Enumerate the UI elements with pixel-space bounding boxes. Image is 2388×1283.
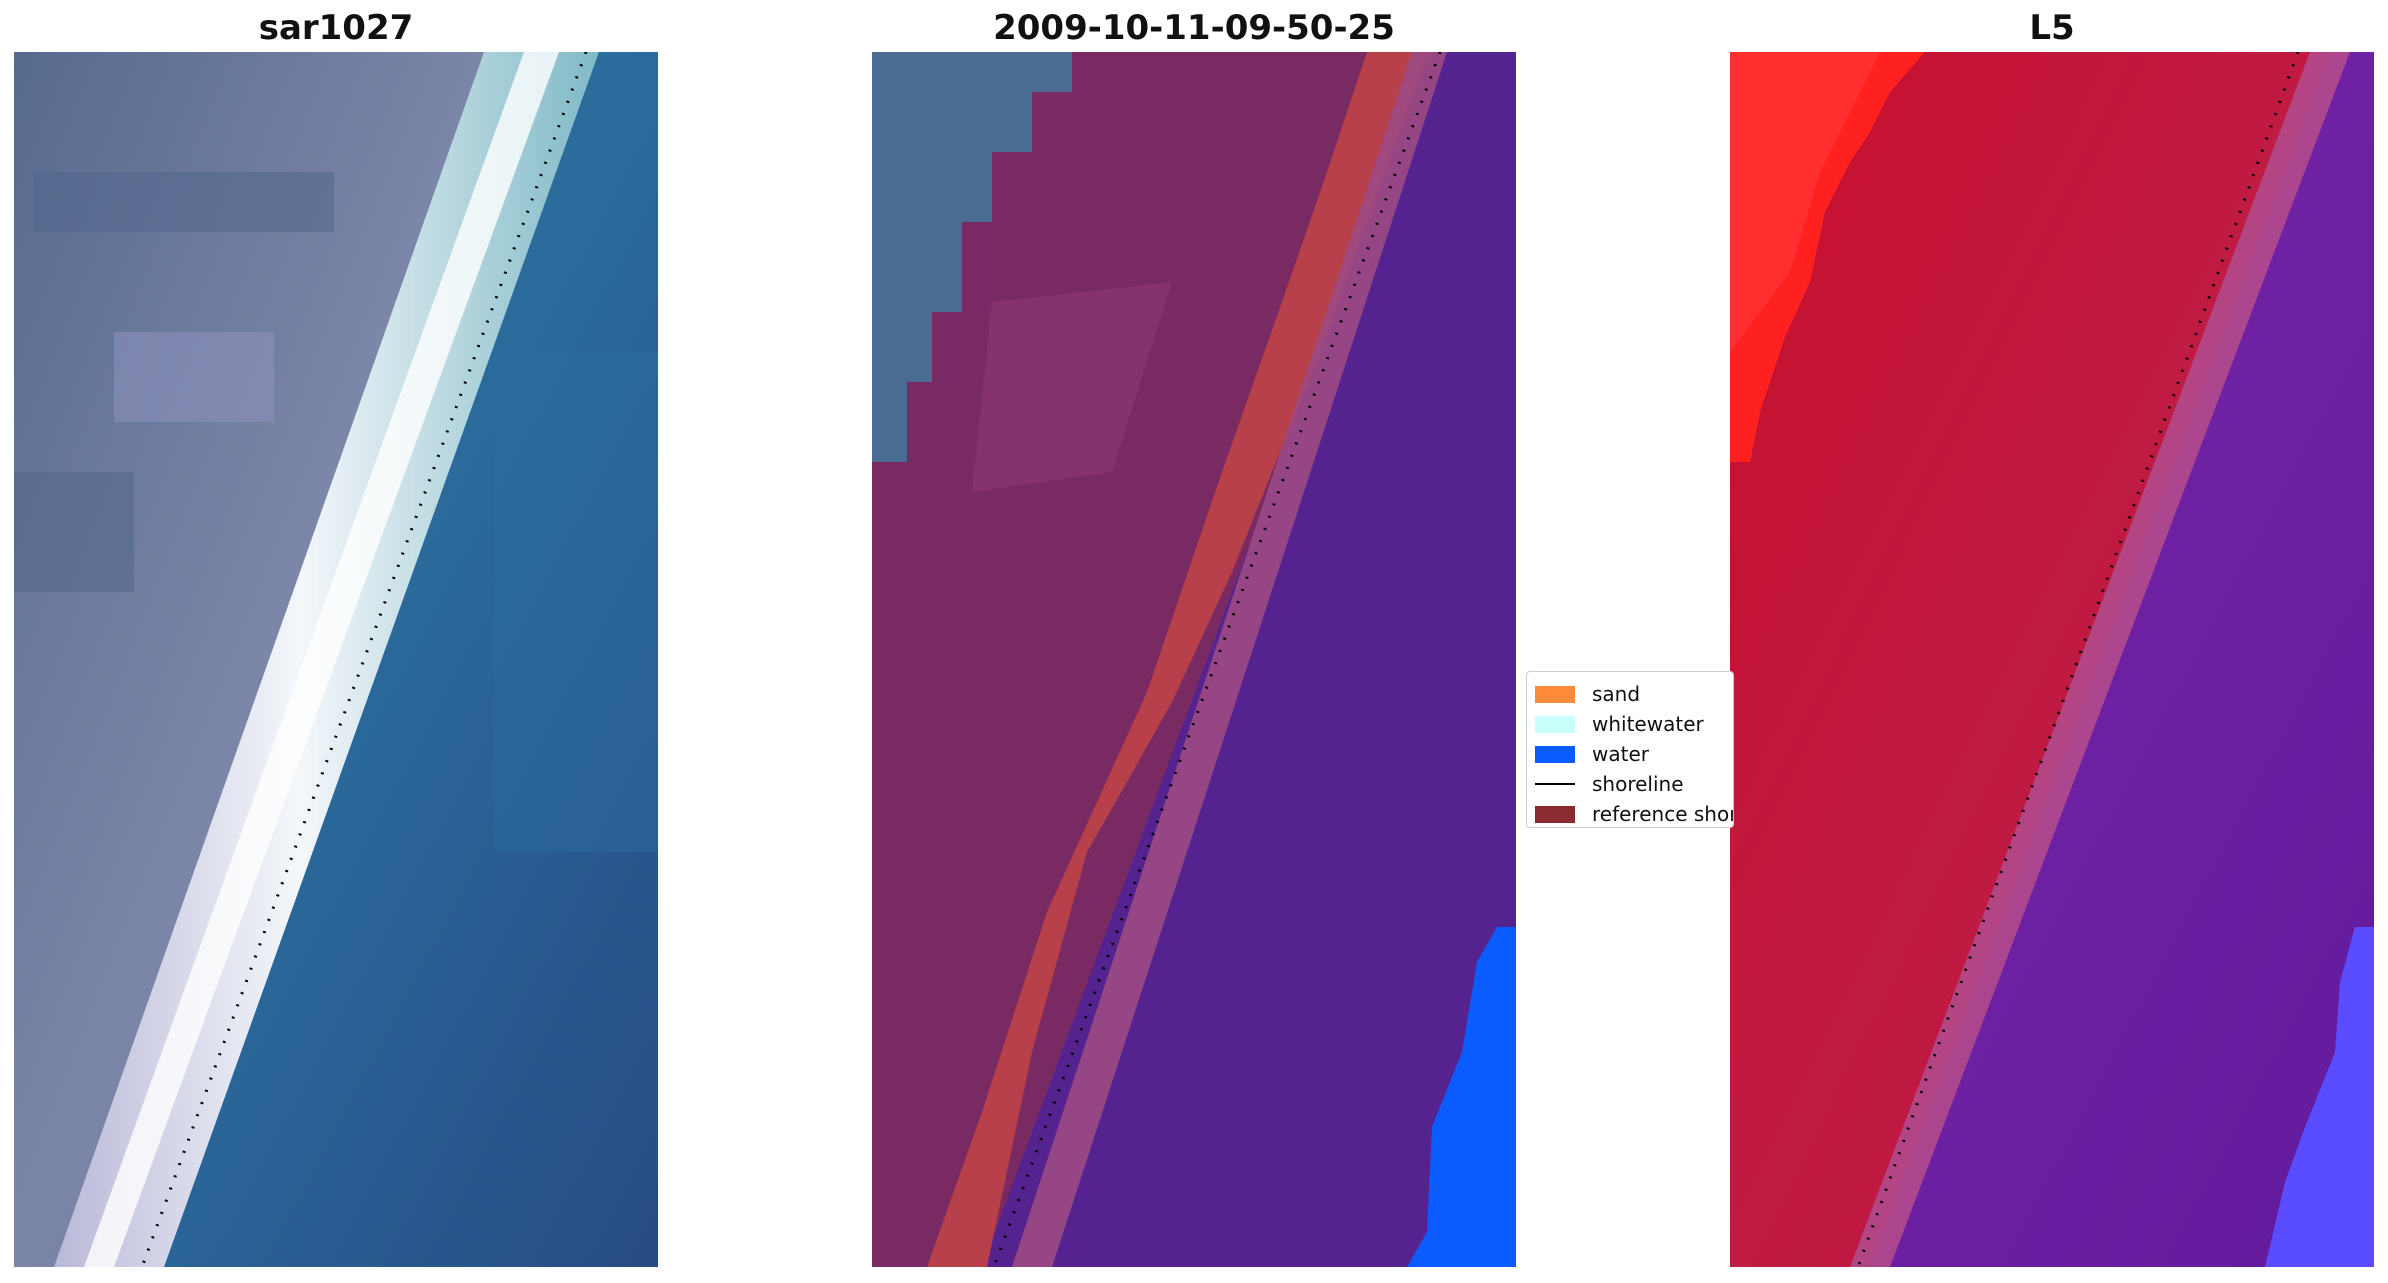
- classified-image: [872, 52, 1516, 1267]
- sand-class-area: [927, 52, 1427, 1267]
- legend-item-sand: sand: [1535, 681, 1640, 707]
- bright-water-area: [1407, 927, 1516, 1267]
- sand-transition: [1012, 52, 1447, 1267]
- legend-label: whitewater: [1592, 712, 1704, 736]
- bright-surf: [84, 52, 559, 1267]
- legend-item-shoreline: shoreline: [1535, 771, 1684, 797]
- legend-item-reference-shoreline: reference shoreline: [1535, 801, 1734, 827]
- panel-classified: 2009-10-11-09-50-25: [872, 0, 1516, 1283]
- rgb-image: [14, 52, 658, 1267]
- land-highlight: [972, 282, 1172, 492]
- legend-swatch-water: [1535, 745, 1575, 763]
- legend-line-shoreline: [1535, 783, 1575, 785]
- l5-image: [1730, 52, 2374, 1267]
- legend-swatch-reference: [1535, 805, 1575, 823]
- ocean-patch: [494, 352, 658, 852]
- panel-title-rgb: sar1027: [258, 8, 414, 48]
- land-patch: [114, 332, 274, 422]
- legend-label: reference shoreline: [1592, 802, 1734, 826]
- panel-title-classified: 2009-10-11-09-50-25: [993, 8, 1395, 48]
- legend-label: sand: [1592, 682, 1641, 706]
- unclassified-area: [872, 52, 1072, 462]
- land-patch: [14, 472, 134, 592]
- legend: sand whitewater water shoreline referenc…: [1526, 671, 1734, 828]
- land-patch: [34, 172, 334, 232]
- legend-swatch-sand: [1535, 685, 1575, 703]
- legend-swatch-whitewater: [1535, 715, 1575, 733]
- legend-label: water: [1592, 742, 1649, 766]
- panel-rgb: sar1027: [14, 0, 658, 1283]
- legend-item-whitewater: whitewater: [1535, 711, 1704, 737]
- index-bright-water: [2265, 927, 2374, 1267]
- panel-l5: L5: [1730, 0, 2374, 1283]
- index-land-area: [1730, 52, 2330, 1267]
- index-transition: [1850, 52, 2350, 1267]
- index-bright-glow: [1730, 52, 1880, 352]
- legend-label: shoreline: [1592, 772, 1684, 796]
- legend-item-water: water: [1535, 741, 1649, 767]
- panel-title-l5: L5: [2029, 8, 2075, 48]
